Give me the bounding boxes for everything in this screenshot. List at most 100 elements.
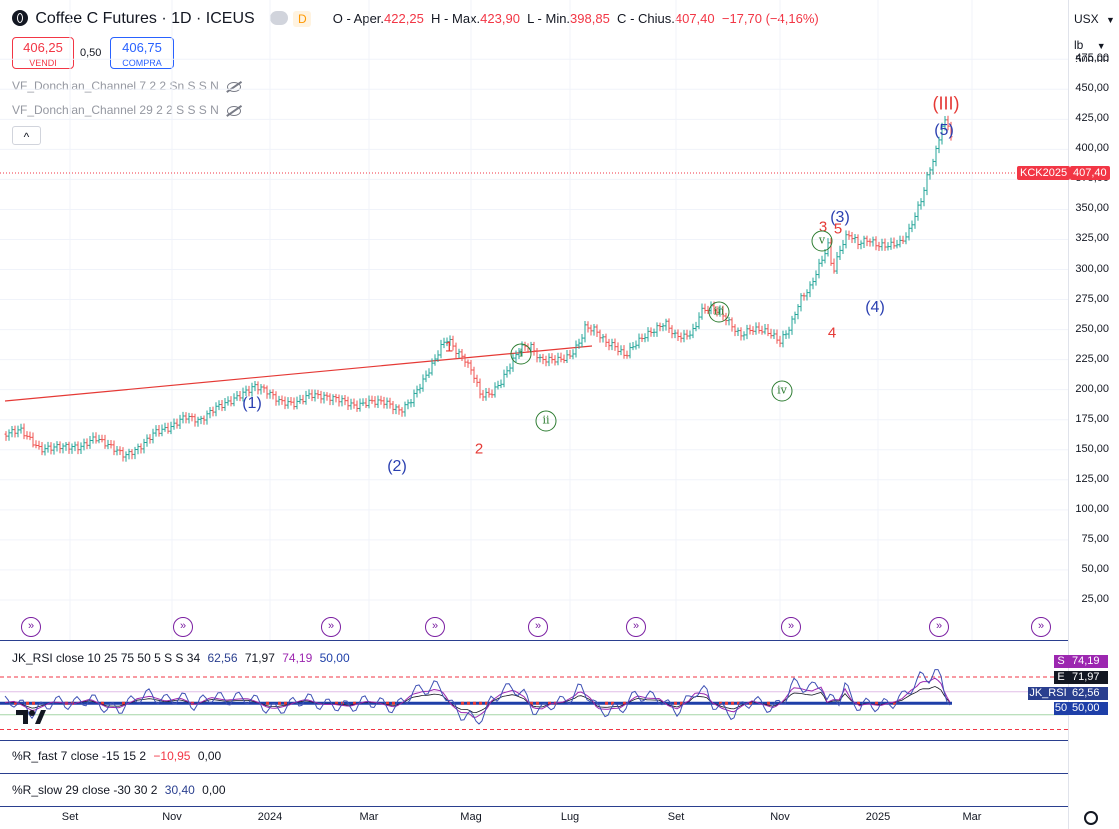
- price-axis-label: 225,00: [1075, 352, 1109, 365]
- price-axis-label: 175,00: [1075, 412, 1109, 425]
- price-axis-label: 200,00: [1075, 382, 1109, 395]
- high-value: 423,90: [480, 11, 520, 26]
- wave-label-green[interactable]: iii: [708, 301, 730, 323]
- time-axis-label: Mar: [962, 811, 982, 823]
- settings-gear-icon[interactable]: [1084, 811, 1098, 825]
- unit-label: lb: [1074, 38, 1084, 52]
- wr-fast-value-2: 0,00: [197, 749, 222, 763]
- wr-fast-value-1: −10,95: [153, 749, 191, 763]
- rsi-tag-value: 74,19: [1068, 655, 1108, 668]
- price-axis-label: 400,00: [1075, 142, 1109, 155]
- price-axis-label: 350,00: [1075, 202, 1109, 215]
- double-chevron-right-icon[interactable]: »: [21, 617, 41, 637]
- wave-label-blue[interactable]: (3): [830, 209, 850, 226]
- double-chevron-right-icon[interactable]: »: [528, 617, 548, 637]
- hidden-eye-icon[interactable]: [226, 105, 241, 116]
- buy-price: 406,75: [122, 40, 162, 55]
- time-axis-label: Nov: [770, 811, 790, 823]
- trend-line[interactable]: [4, 345, 593, 402]
- time-axis-label: Nov: [162, 811, 182, 823]
- wave-label-green[interactable]: ii: [535, 410, 557, 432]
- double-chevron-right-icon[interactable]: »: [425, 617, 445, 637]
- buy-button[interactable]: 406,75 COMPRA: [110, 37, 174, 69]
- axis-divider: [1068, 0, 1069, 829]
- rsi-tag-value: 62,56: [1068, 687, 1108, 700]
- wave-label-blue[interactable]: (2): [387, 458, 407, 475]
- rsi-tag-label: JK_RSI: [1028, 687, 1068, 700]
- price-axis-label: 425,00: [1075, 112, 1109, 125]
- chevron-up-icon: ^: [23, 130, 30, 144]
- rsi-legend[interactable]: JK_RSI close 10 25 75 50 5 S S 34 62,56 …: [12, 651, 350, 665]
- time-axis-label: Mag: [460, 811, 482, 823]
- rsi-legend-label: JK_RSI close 10 25 75 50 5 S S 34: [12, 651, 201, 665]
- donchian-legend-2[interactable]: VF_Donchian_Channel 29 2 2 S S S N: [12, 103, 241, 117]
- price-axis-label: 250,00: [1075, 322, 1109, 335]
- currency-select[interactable]: USX ▼: [1074, 12, 1115, 26]
- open-value: 422,25: [384, 11, 424, 26]
- double-chevron-right-icon[interactable]: »: [929, 617, 949, 637]
- rsi-value-4: 50,00: [319, 651, 350, 665]
- collapse-legend-button[interactable]: ^: [12, 126, 41, 145]
- time-axis-label: 2024: [257, 811, 283, 823]
- double-chevron-right-icon[interactable]: »: [781, 617, 801, 637]
- rsi-tag-label: 50: [1054, 702, 1068, 715]
- chevron-down-icon: ▼: [1096, 41, 1106, 51]
- price-axis-label-partial: 500,00: [1075, 54, 1109, 62]
- price-axis-label: 100,00: [1075, 502, 1109, 515]
- sell-label: VENDI: [29, 58, 57, 68]
- wave-label-red[interactable]: 3: [818, 218, 828, 236]
- price-axis-label: 275,00: [1075, 292, 1109, 305]
- currency-label: USX: [1074, 12, 1099, 26]
- visibility-toggle[interactable]: [270, 11, 289, 25]
- double-chevron-right-icon[interactable]: »: [321, 617, 341, 637]
- pane-divider[interactable]: [0, 773, 1068, 774]
- rsi-line: [4, 669, 951, 725]
- low-value: 398,85: [570, 11, 610, 26]
- wave-label-red[interactable]: 1: [444, 338, 454, 356]
- wr-fast-label: %R_fast 7 close -15 15 2: [12, 749, 147, 763]
- price-axis-label: 25,00: [1081, 592, 1109, 605]
- wave-label-green[interactable]: iv: [771, 380, 793, 402]
- rsi-tag-label: E: [1054, 671, 1068, 684]
- wr-slow-value-1: 30,40: [164, 783, 195, 797]
- tradingview-logo[interactable]: [16, 708, 46, 726]
- wave-label-green[interactable]: i: [510, 343, 532, 365]
- wave-label-red[interactable]: 5: [833, 220, 843, 238]
- chevron-down-icon: ▼: [1106, 15, 1115, 25]
- time-axis-label: Set: [61, 811, 79, 823]
- wave-label-blue[interactable]: (4): [865, 299, 885, 316]
- wr-fast-legend[interactable]: %R_fast 7 close -15 15 2 −10,95 0,00: [12, 749, 221, 763]
- delay-badge: D: [293, 11, 312, 27]
- wave-label-red[interactable]: 2: [474, 440, 484, 458]
- price-chart[interactable]: [0, 0, 1068, 640]
- pane-divider[interactable]: [0, 640, 1068, 641]
- symbol-logo-icon[interactable]: [12, 10, 28, 26]
- double-chevron-right-icon[interactable]: »: [173, 617, 193, 637]
- wave-label-blue[interactable]: (5): [934, 122, 954, 139]
- rsi-signal-line: [4, 677, 951, 718]
- price-axis-label: 325,00: [1075, 232, 1109, 245]
- price-axis-label: 150,00: [1075, 442, 1109, 455]
- wave-label-green[interactable]: v: [811, 230, 833, 252]
- buy-label: COMPRA: [122, 58, 162, 68]
- rsi-value-3: 74,19: [282, 651, 313, 665]
- wr-slow-legend[interactable]: %R_slow 29 close -30 30 2 30,40 0,00: [12, 783, 226, 797]
- price-axis-label: 475,00: [1075, 52, 1109, 65]
- unit-select[interactable]: lb ▼: [1074, 38, 1106, 52]
- pane-divider[interactable]: [0, 740, 1068, 741]
- time-axis-label: Mar: [359, 811, 379, 823]
- double-chevron-right-icon[interactable]: »: [1031, 617, 1051, 637]
- double-chevron-right-icon[interactable]: »: [626, 617, 646, 637]
- wr-slow-value-2: 0,00: [202, 783, 226, 797]
- wave-label-blue[interactable]: (1): [242, 395, 262, 412]
- change-value: −17,70 (−4,16%): [721, 11, 819, 26]
- pane-divider[interactable]: [0, 806, 1068, 807]
- wave-label-red-major[interactable]: (III): [932, 93, 960, 114]
- symbol-title[interactable]: Coffee C Futures · 1D · ICEUS: [35, 10, 255, 27]
- rsi-value-2: 71,97: [244, 651, 275, 665]
- wave-label-red[interactable]: 4: [827, 324, 837, 342]
- sell-button[interactable]: 406,25 VENDI: [12, 37, 74, 69]
- rsi-chart[interactable]: [0, 641, 1068, 740]
- hidden-eye-icon[interactable]: [226, 81, 241, 92]
- price-axis-label: 125,00: [1075, 472, 1109, 485]
